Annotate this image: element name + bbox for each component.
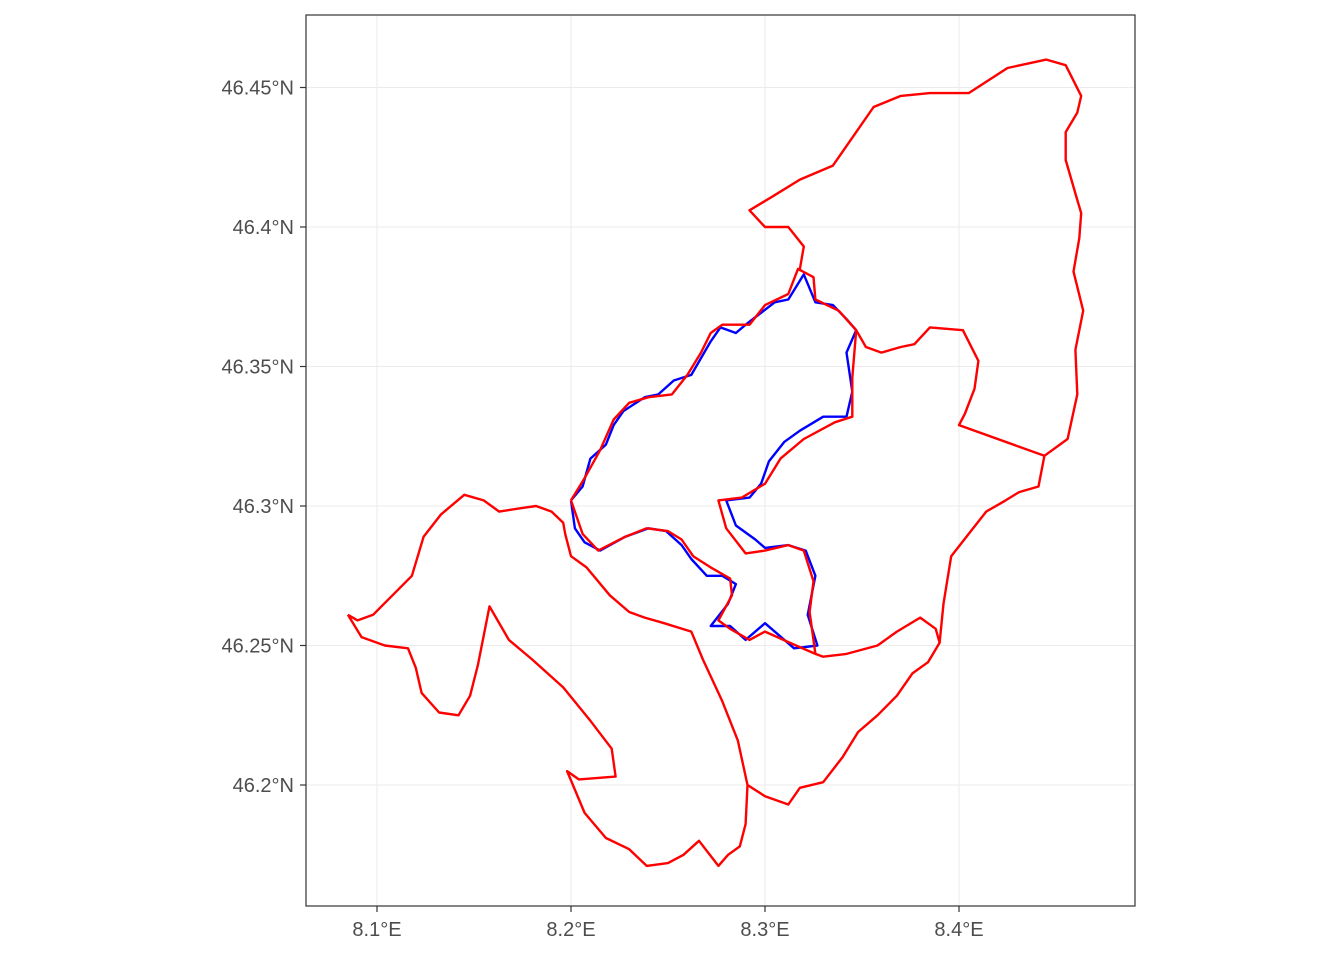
y-axis: 46.2°N 46.25°N 46.3°N 46.35°N 46.4°N 46.45°N bbox=[222, 78, 306, 797]
red-boundary-outline bbox=[855, 326, 1046, 643]
y-tick-label: 46.3°N bbox=[233, 496, 294, 518]
x-tick-label: 8.3°E bbox=[740, 919, 789, 941]
y-tick-label: 46.35°N bbox=[222, 357, 295, 379]
x-axis: 8.1°E 8.2°E 8.3°E 8.4°E bbox=[352, 906, 984, 941]
y-tick-label: 46.2°N bbox=[233, 775, 294, 797]
red-boundary-outline bbox=[569, 267, 858, 656]
red-boundary-outline bbox=[746, 616, 941, 806]
graticule-grid bbox=[306, 15, 1135, 906]
x-tick-label: 8.2°E bbox=[546, 919, 595, 941]
panel-border bbox=[305, 14, 1136, 907]
boundary-outlines bbox=[346, 58, 1085, 868]
blue-boundary-outline bbox=[569, 273, 858, 650]
x-tick-label: 8.4°E bbox=[934, 919, 983, 941]
y-tick-label: 46.25°N bbox=[222, 636, 295, 658]
y-tick-label: 46.45°N bbox=[222, 78, 295, 100]
red-boundary-outline bbox=[346, 493, 749, 868]
y-tick-label: 46.4°N bbox=[233, 217, 294, 239]
red-boundary-outline bbox=[748, 58, 1085, 457]
x-tick-label: 8.1°E bbox=[352, 919, 401, 941]
